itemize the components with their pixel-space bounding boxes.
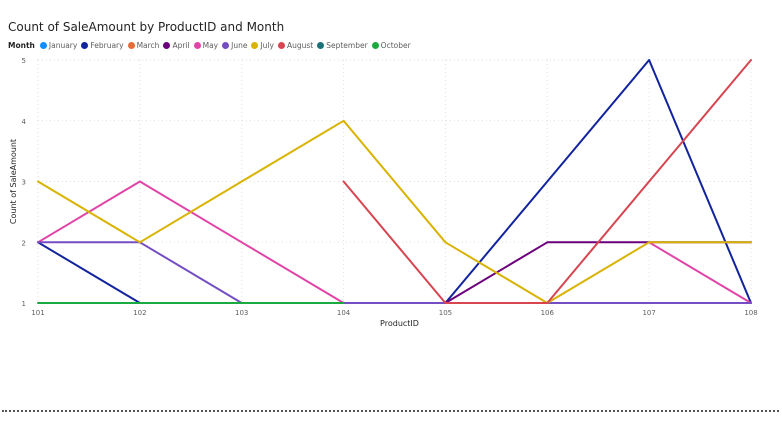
x-tick-label: 101 (31, 309, 44, 317)
x-tick-label: 105 (439, 309, 452, 317)
chart-legend[interactable]: Month January February March April May June Ju… (8, 41, 415, 50)
legend-swatch (39, 42, 47, 49)
series-line-july (37, 119, 752, 304)
legend-item-january[interactable]: January (39, 41, 78, 50)
legend-items: January February March April May June July Augu… (39, 41, 415, 50)
legend-item-october[interactable]: October (371, 41, 411, 50)
x-tick-label: 103 (235, 309, 248, 317)
legend-item-july[interactable]: July (251, 41, 274, 50)
legend-label: April (172, 41, 190, 50)
divider-line (2, 410, 779, 412)
x-tick-label: 108 (744, 309, 757, 317)
x-axis-label: ProductID (380, 319, 419, 328)
x-tick-label: 102 (133, 309, 146, 317)
legend-title: Month (8, 41, 35, 50)
legend-swatch (251, 42, 259, 49)
legend-swatch (81, 42, 89, 49)
legend-item-august[interactable]: August (277, 41, 314, 50)
y-tick-label: 3 (22, 179, 26, 187)
legend-swatch (127, 42, 135, 49)
legend-label: August (286, 41, 314, 50)
x-tick-label: 104 (337, 309, 351, 317)
legend-item-may[interactable]: May (193, 41, 219, 50)
x-tick-label: 107 (642, 309, 655, 317)
legend-swatch (277, 42, 285, 49)
legend-label: June (231, 41, 248, 50)
series-group (37, 59, 752, 304)
legend-swatch (193, 42, 201, 49)
y-tick-label: 5 (22, 57, 26, 65)
legend-swatch (222, 42, 230, 49)
legend-item-february[interactable]: February (81, 41, 124, 50)
y-tick-label: 1 (22, 300, 26, 308)
legend-label: February (90, 41, 124, 50)
y-axis: 1 2 3 4 5 Count of SaleAmount (9, 57, 27, 308)
legend-swatch (163, 42, 171, 49)
legend-swatch (317, 42, 325, 49)
y-axis-label: Count of SaleAmount (9, 139, 18, 224)
legend-item-march[interactable]: March (127, 41, 160, 50)
series-line-june (37, 241, 752, 304)
legend-swatch (371, 42, 379, 49)
legend-label: January (48, 41, 78, 50)
legend-label: March (136, 41, 160, 50)
legend-label: May (202, 41, 219, 50)
series-line-august (342, 59, 752, 304)
x-tick-label: 106 (541, 309, 555, 317)
chart-title: Count of SaleAmount by ProductID and Mon… (8, 20, 285, 34)
x-axis: 101 102 103 104 105 106 107 108 ProductID (31, 309, 757, 328)
legend-item-april[interactable]: April (163, 41, 190, 50)
legend-label: September (326, 41, 368, 50)
legend-item-june[interactable]: June (222, 41, 247, 50)
legend-label: October (380, 41, 411, 50)
y-tick-label: 4 (22, 118, 27, 126)
y-tick-label: 2 (22, 239, 26, 247)
legend-item-september[interactable]: September (317, 41, 368, 50)
legend-label: July (260, 41, 274, 50)
